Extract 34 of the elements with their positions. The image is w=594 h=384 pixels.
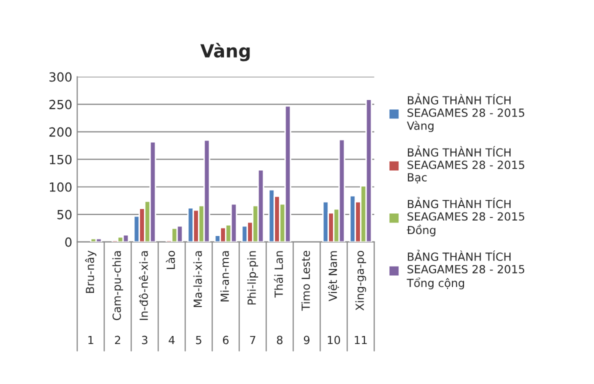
x-tick-label: In-đô-nê-xi-a bbox=[138, 251, 148, 320]
legend-label: BẢNG THÀNH TÍCH SEAGAMES 28 - 2015 Tổng cộng bbox=[406, 250, 524, 290]
y-tick-label: 100 bbox=[50, 182, 72, 192]
text: 3 bbox=[142, 336, 148, 344]
text: 11 bbox=[354, 336, 367, 344]
text: 9 bbox=[304, 336, 310, 344]
y-tick-label: 150 bbox=[50, 154, 72, 164]
x-tick-label: Phi-lip-pin bbox=[247, 251, 258, 304]
y-tick-label: 0 bbox=[65, 237, 72, 247]
chart-title: Vàng bbox=[200, 42, 250, 62]
legend-label: BẢNG THÀNH TÍCH SEAGAMES 28 - 2015 Đồng bbox=[406, 197, 524, 236]
legend-label: BẢNG THÀNH TÍCH SEAGAMES 28 - 2015 Vàng bbox=[406, 93, 524, 132]
x-tick-label: Mi-an-ma bbox=[220, 251, 229, 302]
x-tick-label: Xing-ga-po bbox=[355, 250, 366, 310]
x-tick-label: Timo Leste bbox=[301, 250, 310, 311]
y-tick-label: 50 bbox=[57, 210, 72, 220]
x-tick-label: Cam-pu-chia bbox=[112, 251, 124, 320]
legend-label: BẢNG THÀNH TÍCH SEAGAMES 28 - 2015 Bạc bbox=[408, 145, 524, 184]
text: 8 bbox=[276, 336, 282, 344]
text: 4 bbox=[168, 336, 175, 344]
y-tick-label: 200 bbox=[49, 127, 72, 137]
y-tick-label: 250 bbox=[49, 100, 72, 110]
x-tick-label: Ma-lai-xi-a bbox=[193, 251, 202, 308]
text: 6 bbox=[222, 336, 229, 344]
x-tick-label: Lào bbox=[166, 250, 175, 269]
text: 5 bbox=[196, 336, 202, 344]
x-tick-label: Bru-nây bbox=[85, 250, 96, 293]
x-tick-label: Việt Nam bbox=[328, 251, 339, 302]
text: 7 bbox=[250, 336, 256, 344]
text: 10 bbox=[328, 336, 340, 344]
y-tick-label: 300 bbox=[49, 72, 72, 82]
text: 1 bbox=[88, 336, 94, 344]
x-tick-label: Thái Lan bbox=[274, 251, 283, 298]
text: 2 bbox=[115, 336, 120, 344]
